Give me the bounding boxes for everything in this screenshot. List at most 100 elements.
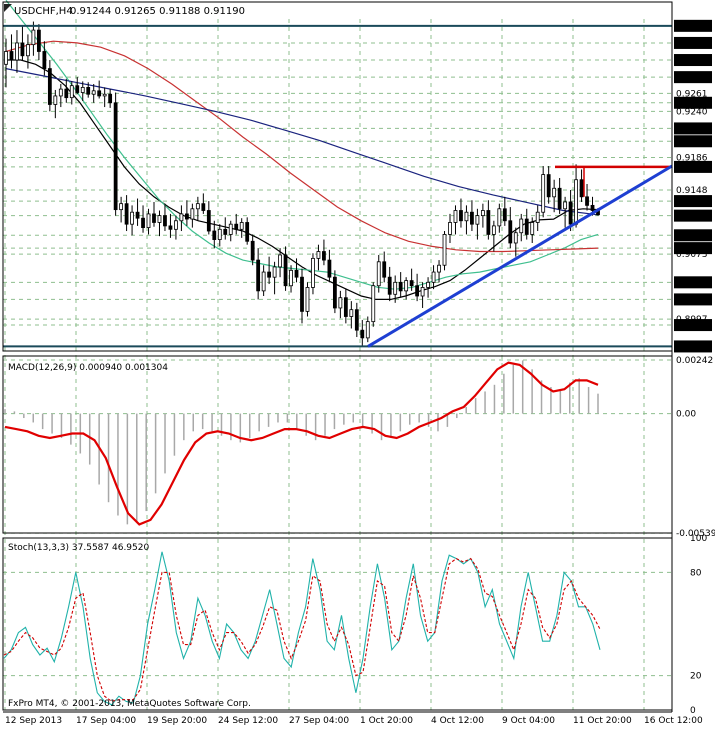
time-tick-label: 9 Oct 04:00	[502, 716, 555, 726]
candle-body	[415, 285, 420, 297]
candle-body	[393, 281, 398, 295]
price-tick-label: 0.9118	[676, 212, 708, 222]
price-tick-label: 0.9220	[676, 124, 708, 134]
time-tick-label: 24 Sep 12:00	[218, 716, 278, 726]
stoch-main-line	[3, 551, 601, 706]
candle-body	[184, 213, 189, 220]
price-tick-label: 0.9340	[676, 22, 708, 32]
candle-body	[152, 213, 156, 223]
time-tick-label: 11 Oct 20:00	[573, 716, 632, 726]
price-label-box	[674, 54, 712, 67]
candle-body	[228, 223, 233, 235]
candle-body	[239, 222, 244, 230]
price-tick-label: 0.9261	[676, 89, 708, 99]
candle-body	[256, 259, 261, 292]
candle-body	[234, 223, 239, 230]
price-tick-label: 0.9250	[676, 99, 708, 109]
candle-body	[338, 297, 343, 309]
candle-body	[305, 287, 310, 312]
candle-body	[163, 215, 167, 227]
candle-body	[382, 261, 387, 278]
candle-body	[464, 211, 469, 222]
copyright-text: FxPro MT4, © 2001-2013, MetaQuotes Softw…	[8, 699, 251, 709]
price-label-box	[674, 19, 712, 32]
price-label-box	[674, 319, 712, 332]
moving-average-line	[6, 59, 599, 300]
stoch-signal-line	[3, 557, 601, 702]
stoch-tick-label: 0	[690, 706, 696, 716]
candle-body	[26, 44, 30, 57]
candle-body	[437, 264, 441, 273]
candle-body	[327, 259, 332, 278]
stoch-title: Stoch(13,3,3) 37.5587 46.9520	[8, 543, 149, 553]
price-tick-label: 0.9175	[676, 163, 708, 173]
candle-body	[541, 174, 546, 213]
stoch-tick-label: 80	[690, 568, 702, 578]
candle-body	[431, 271, 436, 283]
candle-body	[206, 210, 211, 232]
candle-body	[557, 187, 562, 210]
price-label-box	[674, 96, 712, 109]
price-tick-label: 0.9186	[676, 153, 708, 163]
candle-body	[113, 102, 118, 211]
macd-tick-label: 0.00	[676, 410, 696, 420]
candle-body	[502, 208, 507, 222]
candle-body	[245, 222, 250, 242]
candle-body	[590, 204, 595, 211]
candle-body	[272, 266, 277, 278]
candle-body	[585, 196, 589, 206]
candle-body	[9, 51, 14, 61]
candle-body	[300, 276, 304, 312]
candle-body	[80, 86, 85, 93]
candle-body	[201, 203, 206, 211]
price-label-box	[674, 195, 712, 208]
candle-body	[64, 88, 69, 99]
candle-body	[426, 281, 430, 288]
candle-body	[519, 218, 524, 234]
candle-body	[568, 201, 573, 225]
candle-body	[217, 228, 222, 240]
price-tick-label: 0.9320	[676, 39, 708, 49]
candle-body	[212, 230, 217, 240]
candle-body	[174, 220, 178, 230]
price-label-box	[674, 122, 712, 135]
price-label-box	[674, 209, 712, 222]
support-trendline	[367, 164, 673, 348]
candle-body	[316, 251, 321, 259]
candle-body	[58, 88, 63, 97]
candle-body	[311, 257, 315, 288]
candle-body	[332, 276, 337, 309]
candle-body	[141, 217, 145, 229]
price-label-box	[674, 160, 712, 173]
candle-body	[376, 261, 381, 287]
price-label-box	[674, 276, 712, 289]
candle-body	[102, 93, 107, 97]
candle-body	[294, 269, 299, 278]
candle-body	[486, 210, 491, 235]
candle-body	[223, 228, 228, 235]
candle-body	[442, 234, 447, 266]
candle-body	[530, 222, 535, 235]
candle-body	[404, 280, 409, 292]
candle-body	[119, 203, 124, 211]
candle-body	[4, 51, 8, 65]
candle-body	[398, 281, 403, 292]
candle-body	[322, 251, 326, 261]
candle-body	[513, 232, 518, 244]
candle-body	[250, 240, 255, 261]
candle-body	[179, 213, 184, 222]
price-tick-label: 0.9020	[676, 295, 708, 305]
candle-body	[135, 211, 140, 219]
candle-body	[86, 86, 91, 95]
price-tick-label: 0.9080	[676, 244, 708, 254]
macd-signal-line	[4, 361, 599, 526]
price-tick-label: 0.9073	[676, 250, 708, 260]
candle-body	[47, 68, 52, 105]
candle-body	[53, 95, 58, 105]
candle-body	[289, 269, 293, 287]
candle-body	[130, 211, 134, 225]
candle-body	[497, 208, 502, 227]
candle-body	[261, 271, 266, 292]
